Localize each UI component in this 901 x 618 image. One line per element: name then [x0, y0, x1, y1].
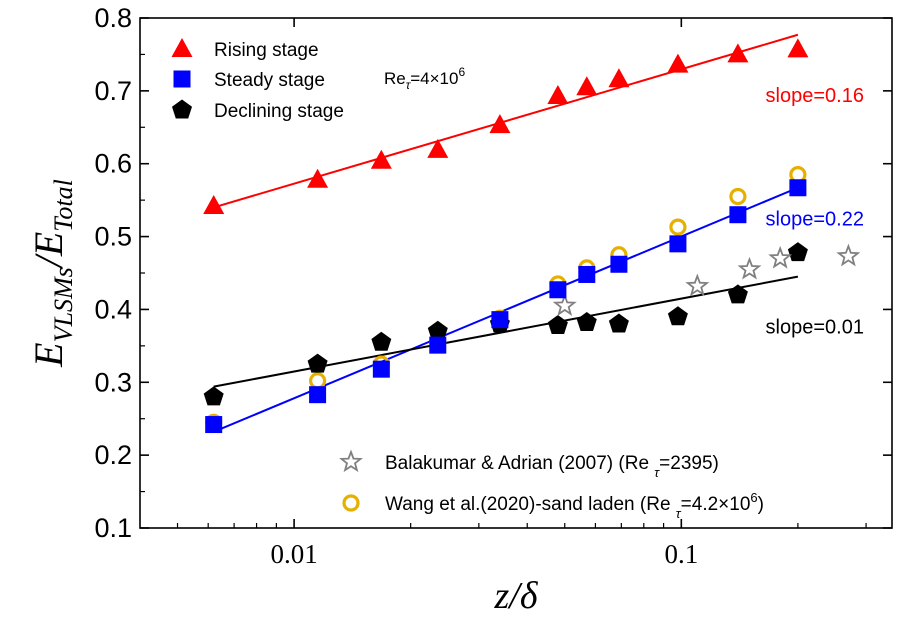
- rising-point: [307, 168, 329, 188]
- x-axis-title: z/δ: [493, 575, 538, 617]
- rising-point: [489, 114, 511, 134]
- legend-steady-label: Steady stage: [214, 70, 325, 91]
- declining-point: [787, 242, 808, 262]
- declining-point: [547, 315, 568, 334]
- x-tick-label: 0.01: [270, 539, 317, 569]
- declining-point: [667, 306, 688, 326]
- balakumar-point: [552, 293, 577, 317]
- slope-annotation: slope=0.16: [766, 85, 864, 107]
- legend-balakumar-label: Balakumar & Adrian (2007) (Re τ=2395): [385, 453, 719, 480]
- rising-point: [727, 43, 749, 63]
- legend-rising-label: Rising stage: [214, 40, 319, 61]
- rising-point: [203, 194, 225, 214]
- rising-point: [547, 84, 569, 104]
- steady-point: [491, 311, 509, 329]
- y-tick-label: 0.8: [94, 3, 132, 33]
- legend-rising-marker: [171, 38, 193, 57]
- declining-point: [427, 320, 448, 340]
- legend-wang-marker: [342, 494, 360, 512]
- steady-point: [549, 281, 567, 299]
- wang-point: [729, 187, 747, 206]
- rising-point: [667, 53, 689, 73]
- legend-steady-marker: [173, 70, 191, 88]
- steady-point: [309, 386, 327, 404]
- declining-point: [608, 313, 629, 333]
- rising-point: [608, 68, 630, 88]
- legend-balakumar-marker: [339, 449, 363, 473]
- slope-annotation: slope=0.22: [766, 209, 864, 231]
- balakumar-point: [768, 245, 793, 269]
- slope-annotation: slope=0.01: [766, 316, 864, 338]
- steady-point: [610, 255, 628, 273]
- declining-point: [576, 312, 597, 331]
- rising-point: [427, 138, 449, 158]
- steady-point: [205, 416, 223, 434]
- y-tick-label: 0.1: [94, 513, 132, 543]
- balakumar-point: [685, 273, 710, 297]
- x-tick-label: 0.1: [664, 539, 698, 569]
- steady-point: [429, 336, 447, 354]
- declining-point: [727, 284, 748, 304]
- y-tick-label: 0.2: [94, 440, 132, 470]
- fit-lines: [213, 33, 799, 433]
- y-tick-label: 0.5: [94, 222, 132, 252]
- y-tick-label: 0.7: [94, 76, 132, 106]
- legend-declining-label: Declining stage: [214, 101, 344, 122]
- balakumar-point: [737, 256, 762, 280]
- re-note: Reτ=4×106: [384, 65, 465, 92]
- steady-point: [372, 360, 390, 378]
- axis-ticks: 0.1 0.2 0.3 0.4 0.5 0.6 0.7 0.8 0.01 0.1: [94, 3, 892, 569]
- steady-fit-line: [213, 186, 799, 433]
- balakumar-point: [836, 243, 861, 267]
- legend-top: Rising stage Steady stage Declining stage: [171, 38, 344, 122]
- steady-point: [789, 179, 807, 197]
- legend-wang-label: Wang et al.(2020)-sand laden (Re τ=4.2×1…: [385, 490, 764, 521]
- steady-point: [669, 235, 687, 253]
- steady-point: [729, 206, 747, 224]
- rising-point: [370, 149, 392, 169]
- declining-point: [203, 386, 224, 406]
- wang-point: [308, 372, 327, 390]
- declining-point: [371, 331, 392, 351]
- rising-point: [787, 38, 809, 58]
- rising-point: [576, 76, 598, 96]
- legend-declining-marker: [172, 99, 192, 119]
- steady-point: [578, 265, 596, 283]
- y-axis-title: EVLSMs/ETotal: [26, 179, 78, 368]
- wang-point: [669, 218, 687, 236]
- y-tick-label: 0.6: [94, 149, 132, 179]
- y-tick-label: 0.3: [94, 367, 132, 397]
- slope-annotations: slope=0.16 slope=0.22 slope=0.01: [766, 85, 864, 339]
- declining-point: [307, 353, 328, 373]
- rising-fit-line: [213, 33, 799, 209]
- y-tick-label: 0.4: [94, 294, 132, 324]
- data-markers: [203, 38, 861, 434]
- legend-bottom: Balakumar & Adrian (2007) (Re τ=2395) Wan…: [339, 449, 764, 521]
